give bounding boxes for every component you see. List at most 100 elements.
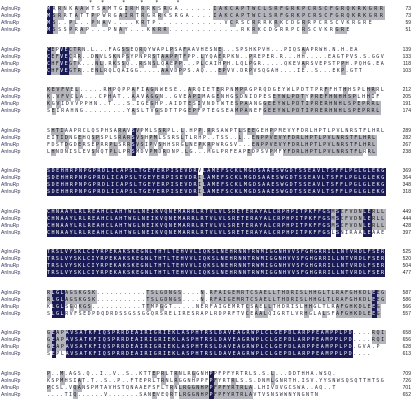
residue-position: 449 — [402, 208, 411, 215]
sequence-name: AfInuRp — [1, 263, 20, 269]
sequence-row: AoInuRp G E A P A V S A T K F I Q S P R R D E A I R I G R I E K L A S P H… — [0, 337, 413, 344]
sequence-name: AnInuRp — [1, 148, 21, 155]
residue-position: 613 — [402, 351, 411, 357]
sequence-row: AfInuRp G E A P A V S A T K F I Q S P R R D E A I R I G R I E K L A S P H… — [0, 344, 413, 351]
sequence-row: AnInuRp ....TIQ......V.......SANEVEQRTLRG… — [0, 391, 413, 399]
residue-position: 103 — [402, 67, 411, 74]
residue-track: TRSLVYSKLCIYRPEKAKSKEGNLTHTLTEHVVLIQKSLN… — [47, 256, 386, 263]
sequence-row: AfInuRp FDSTDGDERSEPRRPLSRRSVSIPVSHHSRGLN… — [0, 141, 413, 149]
sequence-name: AgInuRp — [1, 6, 21, 12]
residue-position: 658 — [402, 330, 411, 336]
residue-position: 51 — [405, 27, 411, 33]
sequence-name: AgInuRp — [1, 46, 21, 53]
residue-track: KSPMHSIAT.T..S..P..FTEPRLTRNLRGGNHPPFPFY… — [47, 377, 384, 385]
sequence-row: AgInuRp K E V F V E L..... R H P Q P P A F I A G N W E S E.. A R Q… — [0, 87, 413, 94]
alignment-block: AgInuRp CEPVECTRN.L...FAGSSEQRQYWAPLPSAFA… — [0, 46, 413, 75]
sequence-name: AnInuRp — [1, 189, 21, 195]
residue-position: 238 — [402, 148, 411, 155]
sequence-row: AfInuRp C H N A A Y L R L R E A H C L A H T W G L N E I K V Q N E M A R R… — [0, 222, 413, 230]
residue-position: 174 — [402, 108, 411, 114]
sequence-name: AfInuRp — [1, 303, 20, 310]
residue-position: 212 — [402, 87, 411, 93]
sequence-row: AfInuRp K G V I D V V P P H N.. T... S. I G E G H P. A I D T E S I… — [0, 101, 413, 108]
residue-track: CHFVEGTR..ENLRQLQAIGG.....AAVDPPS.AQ...E… — [47, 67, 362, 75]
sequence-name: AgInuRp — [1, 168, 21, 174]
sequence-row: AnInuRp CHFVEGTR..ENLRQLQAIGG.....AAVDPPS… — [0, 67, 413, 75]
sequence-row: AgInuRp S D E H H R P N P G P R D L I C A P S L T G E Y E R P I S E V D R… — [0, 168, 413, 175]
sequence-row: AnInuRp S E P L A V S A T K F I Q S P R R D E A I R I G R I E K L A S P H… — [0, 351, 413, 358]
residue-position: 73 — [405, 13, 411, 19]
sequence-row: AgInuRp M R R N K A A W T S A M T G I R H R R K S R G A...... I A K… — [0, 6, 413, 13]
sequence-name: AoInuRp — [1, 175, 21, 181]
alignment-block: AgInuRp TRSLVYSKLCIYRPEKAKSKEGNLTHTLTEHVV… — [0, 249, 413, 277]
residue-track: PCSL.VQANSPMTAVHSTQNAAEFSFLTRNLRGGNHPPFP… — [47, 384, 336, 392]
sequence-row: AnInuRp C H N A A Y L R L R E A H C L A H T W G L N E I K V Q N E M A R R… — [0, 229, 413, 237]
alignment-block: AgInuRp M R R N K A A W T S A M T G I R H R R K S R G A...... I A K… — [0, 6, 413, 34]
sequence-row: AfInuRp PCSL.VQANSPMTAVHSTQNAAEFSFLTRNLRG… — [0, 384, 413, 392]
residue-track: TRSLVYSKLCIYRPEKAKSKEGNLTHTLTEHVVLIQKSLN… — [47, 263, 386, 270]
alignment-block: AgInuRp SHTIAAPRCLQSPHSARAVSVPMLSSRPL.L.H… — [0, 127, 413, 156]
residue-position: 205 — [402, 94, 411, 100]
sequence-row: AfInuRp CHFVEGTK...NL.RKSSQ..RSNSLQAEPP..… — [0, 60, 413, 68]
sequence-row: AnInuRp TRSLVYSKLCIYRPEKAKSKEGNLTHTLTEHVV… — [0, 270, 413, 277]
sequence-name: AoInuRp — [1, 377, 21, 384]
residue-track: EITIDNGEHQSPSPLSRARSVSHPMLSSRSLTLRHP..TS… — [47, 134, 377, 142]
sequence-row: AnInuRp S D E H H R P N P G P R D L I C A P S L T G E Y E R P I S E V D R… — [0, 189, 413, 196]
sequence-name: AgInuRp — [1, 330, 21, 336]
sequence-row: AoInuRp S D E H H R P N P G P R D L I C A P S L T G E Y E R P I S E V D R… — [0, 175, 413, 182]
sequence-name: AoInuRp — [1, 296, 21, 303]
alignment-block: AgInuRp S D E H H R P N P G P R D L I C A P S L T G E Y E R P I S E V D R… — [0, 168, 413, 196]
residue-position: 709 — [402, 370, 411, 377]
sequence-name: AoInuRp — [1, 13, 21, 19]
sequence-name: AgInuRp — [1, 370, 21, 377]
residue-position: 397 — [402, 229, 411, 236]
residue-position: 520 — [402, 256, 411, 262]
residue-position: 726 — [402, 377, 411, 384]
sequence-row: AgInuRp G E A P A V S A T K F I Q S P R R D E A I R I G R I E K L A S P H… — [0, 330, 413, 337]
sequence-name: AfInuRp — [1, 60, 20, 67]
sequence-name: AgInuRp — [1, 249, 21, 255]
sequence-name: AfInuRp — [1, 101, 20, 107]
residue-position: 587 — [402, 289, 411, 296]
residue-position: 566 — [402, 303, 411, 310]
sequence-name: AoInuRp — [1, 337, 21, 343]
residue-track: TRSLVYSKLCIYRPEKAKSKEGNLTHTLTEHVVLIQKSLN… — [47, 270, 386, 277]
sequence-name: AfInuRp — [1, 141, 20, 148]
sequence-name: AnInuRp — [1, 27, 21, 33]
residue-track: ....TIQ......V.......SANEVEQRTLRGGNHPPFP… — [47, 391, 318, 399]
alignment-block: AgInuRp P..M.AGS.Q..I..V..S..KTTEPRLTRNLR… — [0, 370, 413, 399]
sequence-row: AoInuRp TRSLVYSKLCIYRPEKAKSKEGNLTHTLTEHVV… — [0, 256, 413, 263]
residue-position: 369 — [402, 168, 411, 174]
sequence-name: AfInuRp — [1, 222, 20, 229]
sequence-name: AfInuRp — [1, 182, 20, 188]
residue-track: FDSTDGDERSEPRRPLSRRSVSIPVSHHSRGLNEPKRPWR… — [47, 141, 377, 149]
residue-position: 477 — [402, 270, 411, 276]
sequence-row: AfInuRp M S.. P L.. P N A V.... K R T P............ V… — [0, 20, 413, 27]
sequence-row: AgInuRp TRSLVYSKLCIYRPEKAKSKEGNLTHTLTEHVV… — [0, 249, 413, 256]
sequence-row: AoInuRp KSPMHSIAT.T..S..P..FTEPRLTRNLRGGN… — [0, 377, 413, 385]
residue-track: CHFVEGTK...NL.RKSSQ..RSNSLQAEPP...PLCAIH… — [47, 60, 384, 68]
sequence-row: AgInuRp P..M.AGS.Q..I..V..S..KTTEPRLTRNLR… — [0, 370, 413, 378]
residue-position: 428 — [402, 222, 411, 229]
sequence-row: AgInuRp CEPVECTRN.L...FAGSSEQRQYWAPLPSAFA… — [0, 46, 413, 54]
sequence-name: AgInuRp — [1, 208, 21, 215]
residue-position: 652 — [402, 391, 411, 398]
residue-position: 557 — [402, 310, 411, 317]
residue-track: CEFVECRR..DNVLSKNPSYPNPRSTAAPPTFPP.LYQAE… — [47, 53, 384, 61]
